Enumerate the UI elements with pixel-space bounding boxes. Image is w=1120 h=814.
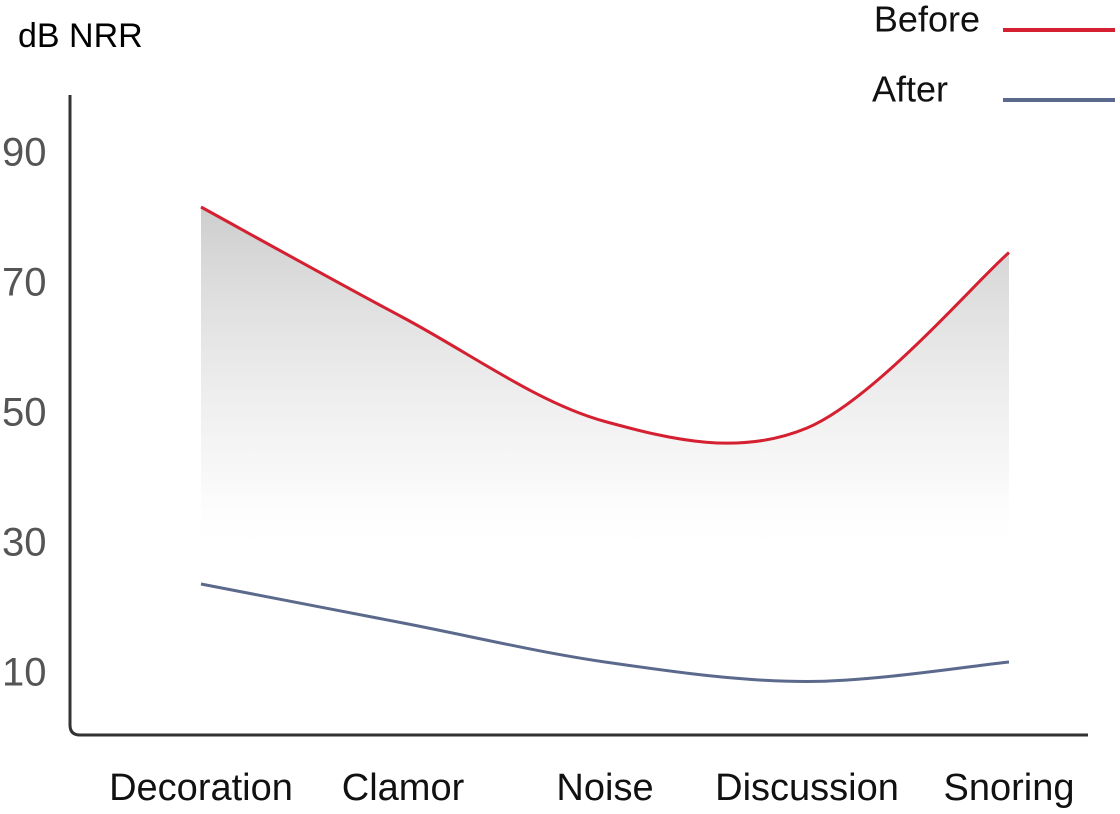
x-tick-label: Clamor [342,767,465,809]
y-tick-label: 50 [2,391,47,435]
legend-label: Before [874,0,980,40]
y-tick-label: 10 [2,651,47,695]
line [200,582,1010,684]
y-tick-label: 90 [2,131,47,175]
y-tick-label: 30 [2,521,47,565]
x-tick-label: Discussion [715,767,899,809]
line [200,205,1010,445]
y-tick-label: 70 [2,261,47,305]
legend-label: After [872,69,948,110]
x-tick-label: Noise [556,767,653,809]
chart-title: dB NRR [18,17,143,55]
area [201,207,1009,558]
axis [68,95,1088,737]
x-tick-label: Snoring [944,767,1075,809]
x-tick-label: Decoration [109,767,293,809]
